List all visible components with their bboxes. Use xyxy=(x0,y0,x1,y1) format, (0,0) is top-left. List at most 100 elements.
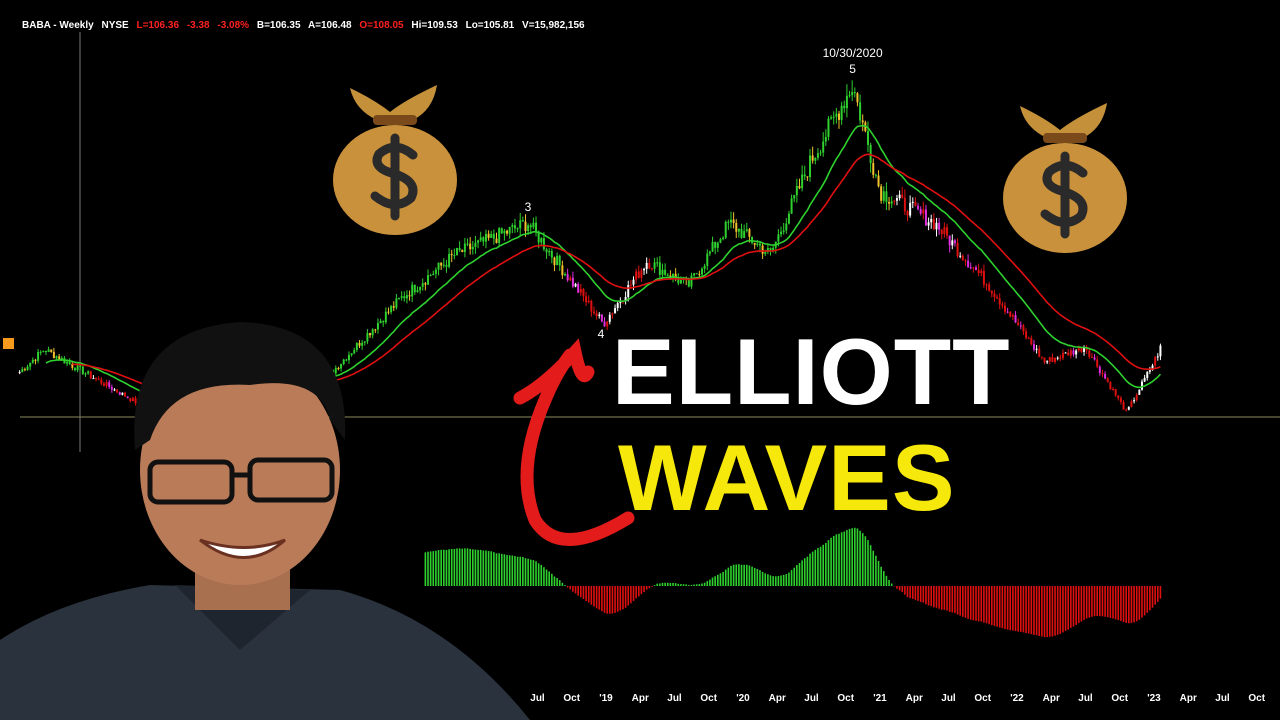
oscillator-bar xyxy=(967,586,969,619)
oscillator-bar xyxy=(822,544,824,586)
candle xyxy=(648,258,651,270)
oscillator-bar xyxy=(569,586,572,590)
oscillator-bar xyxy=(624,586,627,608)
candle xyxy=(988,281,991,292)
candle xyxy=(124,391,127,397)
oscillator-bar xyxy=(943,586,946,610)
candle xyxy=(405,290,408,304)
oscillator-bar xyxy=(535,561,537,586)
oscillator-bar xyxy=(1025,586,1027,634)
candle xyxy=(693,273,696,277)
x-tick-label: Apr xyxy=(769,693,786,704)
change: -3.38 xyxy=(186,20,210,31)
candle xyxy=(1017,318,1020,326)
oscillator-bar xyxy=(1041,586,1043,637)
candle xyxy=(1112,387,1115,391)
volume: V=15,982,156 xyxy=(522,20,585,31)
candle xyxy=(927,217,930,231)
oscillator-bar xyxy=(616,586,619,612)
x-tick-label: Oct xyxy=(1248,693,1265,704)
oscillator-bar xyxy=(914,586,917,600)
candle xyxy=(1035,344,1038,354)
candle xyxy=(603,317,606,327)
oscillator-bar xyxy=(872,550,875,586)
candle xyxy=(490,230,493,239)
candle xyxy=(463,237,466,258)
candle xyxy=(930,214,933,229)
candle xyxy=(714,241,717,255)
oscillator-bar xyxy=(859,530,861,586)
oscillator-bar xyxy=(1104,586,1106,617)
candle xyxy=(782,222,785,235)
oscillator-bar xyxy=(1027,586,1030,634)
oscillator-bar xyxy=(537,563,540,586)
candle xyxy=(440,262,443,270)
oscillator-bar xyxy=(911,586,914,599)
oscillator-bar xyxy=(622,586,624,610)
oscillator-bar xyxy=(453,548,456,586)
oscillator-bar xyxy=(677,583,680,586)
x-tick-label: '23 xyxy=(1147,693,1161,704)
candle xyxy=(363,341,366,346)
oscillator-bar xyxy=(851,528,853,586)
candle xyxy=(1098,365,1101,376)
oscillator-bar xyxy=(819,546,822,586)
oscillator-bar xyxy=(474,549,477,586)
candle xyxy=(408,290,411,301)
oscillator-bar xyxy=(930,586,933,607)
wave-label: 4 xyxy=(598,327,605,341)
oscillator-bar xyxy=(445,549,448,586)
oscillator-bar xyxy=(991,586,993,626)
oscillator-bar xyxy=(769,575,772,586)
oscillator-bar xyxy=(788,572,790,586)
oscillator-bar xyxy=(759,570,761,586)
oscillator-bar xyxy=(627,586,630,606)
oscillator-bar xyxy=(919,586,922,603)
oscillator-bar xyxy=(471,549,474,586)
candle xyxy=(1148,366,1151,375)
oscillator-bar xyxy=(1030,586,1033,635)
candle xyxy=(427,269,430,285)
candle xyxy=(967,254,970,268)
glasses-icon xyxy=(147,457,335,505)
oscillator-bar xyxy=(495,553,498,586)
candle xyxy=(1069,348,1072,359)
candle xyxy=(598,312,601,319)
candle xyxy=(861,114,864,132)
oscillator-bar xyxy=(796,565,798,586)
candle xyxy=(943,222,946,238)
wave-label: 5 xyxy=(849,62,856,76)
candle xyxy=(23,367,26,372)
oscillator-bar xyxy=(854,527,856,586)
candle xyxy=(535,216,538,237)
oscillator-bar xyxy=(1075,586,1077,625)
candle xyxy=(911,197,914,209)
candle xyxy=(516,227,519,233)
oscillator-bar xyxy=(635,586,637,599)
candle xyxy=(737,228,740,238)
oscillator-bar xyxy=(1022,586,1025,633)
oscillator-bar xyxy=(532,560,535,586)
candle xyxy=(1096,356,1099,369)
oscillator-bar xyxy=(637,586,640,597)
candle xyxy=(387,307,390,315)
candle xyxy=(392,301,395,311)
candle xyxy=(980,268,983,277)
candle xyxy=(953,238,956,247)
candle xyxy=(874,173,877,179)
candle xyxy=(996,294,999,300)
x-tick-label: Apr xyxy=(1180,693,1197,704)
candle xyxy=(21,366,24,373)
candle xyxy=(1022,324,1025,335)
candle xyxy=(1106,377,1109,383)
candle xyxy=(690,272,693,289)
exchange: NYSE xyxy=(101,20,129,31)
candle xyxy=(81,365,84,375)
oscillator-bar xyxy=(1096,586,1098,616)
candle xyxy=(466,238,469,247)
oscillator-bar xyxy=(469,548,471,586)
candle xyxy=(824,129,827,146)
candle xyxy=(95,377,98,382)
candle xyxy=(395,294,398,310)
candle xyxy=(1138,389,1141,395)
